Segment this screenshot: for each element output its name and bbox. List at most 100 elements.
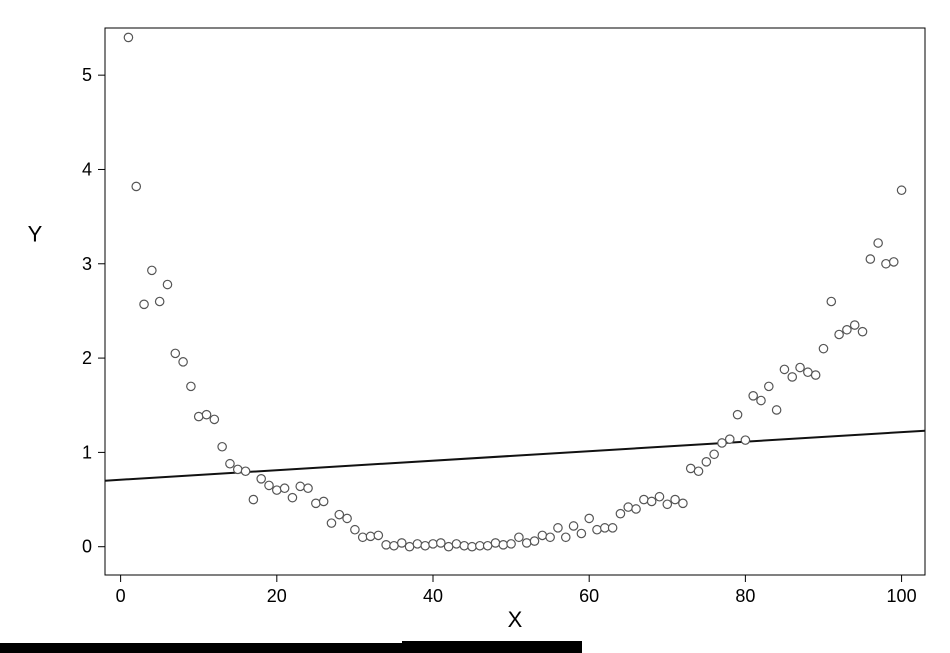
data-point [569, 522, 577, 530]
data-point [187, 382, 195, 390]
data-point [655, 493, 663, 501]
data-point [507, 540, 515, 548]
data-point [538, 531, 546, 539]
data-point [124, 33, 132, 41]
data-point [273, 486, 281, 494]
data-point [788, 373, 796, 381]
data-point [444, 543, 452, 551]
data-point [577, 529, 585, 537]
data-point [163, 280, 171, 288]
data-point [647, 497, 655, 505]
data-point [632, 505, 640, 513]
data-point [890, 258, 898, 266]
data-point [804, 368, 812, 376]
data-point [710, 450, 718, 458]
data-point [218, 443, 226, 451]
data-point [866, 255, 874, 263]
y-tick-label: 2 [82, 348, 92, 368]
data-point [772, 406, 780, 414]
data-point [679, 499, 687, 507]
y-tick-label: 4 [82, 159, 92, 179]
data-point [405, 543, 413, 551]
x-tick-label: 100 [887, 586, 917, 606]
data-point [265, 481, 273, 489]
data-point [811, 371, 819, 379]
data-point [499, 541, 507, 549]
bottom-strip [402, 641, 582, 653]
data-point [718, 439, 726, 447]
data-point [726, 435, 734, 443]
chart-svg: 020406080100012345XY [0, 0, 950, 653]
data-point [132, 182, 140, 190]
data-point [585, 514, 593, 522]
data-point [374, 531, 382, 539]
data-point [351, 526, 359, 534]
data-point [663, 500, 671, 508]
data-point [757, 396, 765, 404]
data-point [195, 412, 203, 420]
data-point [515, 533, 523, 541]
data-point [319, 497, 327, 505]
data-point [897, 186, 905, 194]
data-point [366, 532, 374, 540]
data-point [640, 495, 648, 503]
data-point [460, 542, 468, 550]
data-point [257, 475, 265, 483]
y-tick-label: 5 [82, 65, 92, 85]
data-point [882, 260, 890, 268]
data-point [702, 458, 710, 466]
data-point [421, 542, 429, 550]
data-point [491, 539, 499, 547]
x-axis-label: X [508, 607, 523, 632]
data-point [452, 540, 460, 548]
data-point [155, 297, 163, 305]
data-point [413, 540, 421, 548]
data-point [382, 541, 390, 549]
data-point [398, 539, 406, 547]
data-point [241, 467, 249, 475]
y-tick-label: 0 [82, 537, 92, 557]
bottom-strip [0, 643, 402, 653]
data-point [171, 349, 179, 357]
data-point [819, 344, 827, 352]
data-point [554, 524, 562, 532]
data-point [523, 539, 531, 547]
data-point [616, 509, 624, 517]
data-point [562, 533, 570, 541]
data-point [733, 410, 741, 418]
data-point [687, 464, 695, 472]
data-point [296, 482, 304, 490]
data-point [858, 327, 866, 335]
data-point [624, 503, 632, 511]
data-point [390, 542, 398, 550]
data-point [780, 365, 788, 373]
data-point [140, 300, 148, 308]
data-point [327, 519, 335, 527]
data-point [546, 533, 554, 541]
data-point [476, 542, 484, 550]
data-point [234, 465, 242, 473]
data-point [530, 537, 538, 545]
data-point [335, 510, 343, 518]
data-point [874, 239, 882, 247]
data-point [312, 499, 320, 507]
data-point [593, 526, 601, 534]
data-point [741, 436, 749, 444]
data-point [827, 297, 835, 305]
y-tick-label: 3 [82, 254, 92, 274]
data-point [694, 467, 702, 475]
x-tick-label: 80 [735, 586, 755, 606]
data-point [601, 524, 609, 532]
y-axis-label: Y [28, 222, 43, 247]
data-point [437, 539, 445, 547]
data-point [749, 392, 757, 400]
data-point [226, 460, 234, 468]
data-point [765, 382, 773, 390]
data-point [468, 543, 476, 551]
data-point [343, 514, 351, 522]
data-point [851, 321, 859, 329]
data-point [202, 410, 210, 418]
x-tick-label: 60 [579, 586, 599, 606]
data-point [280, 484, 288, 492]
data-point [304, 484, 312, 492]
